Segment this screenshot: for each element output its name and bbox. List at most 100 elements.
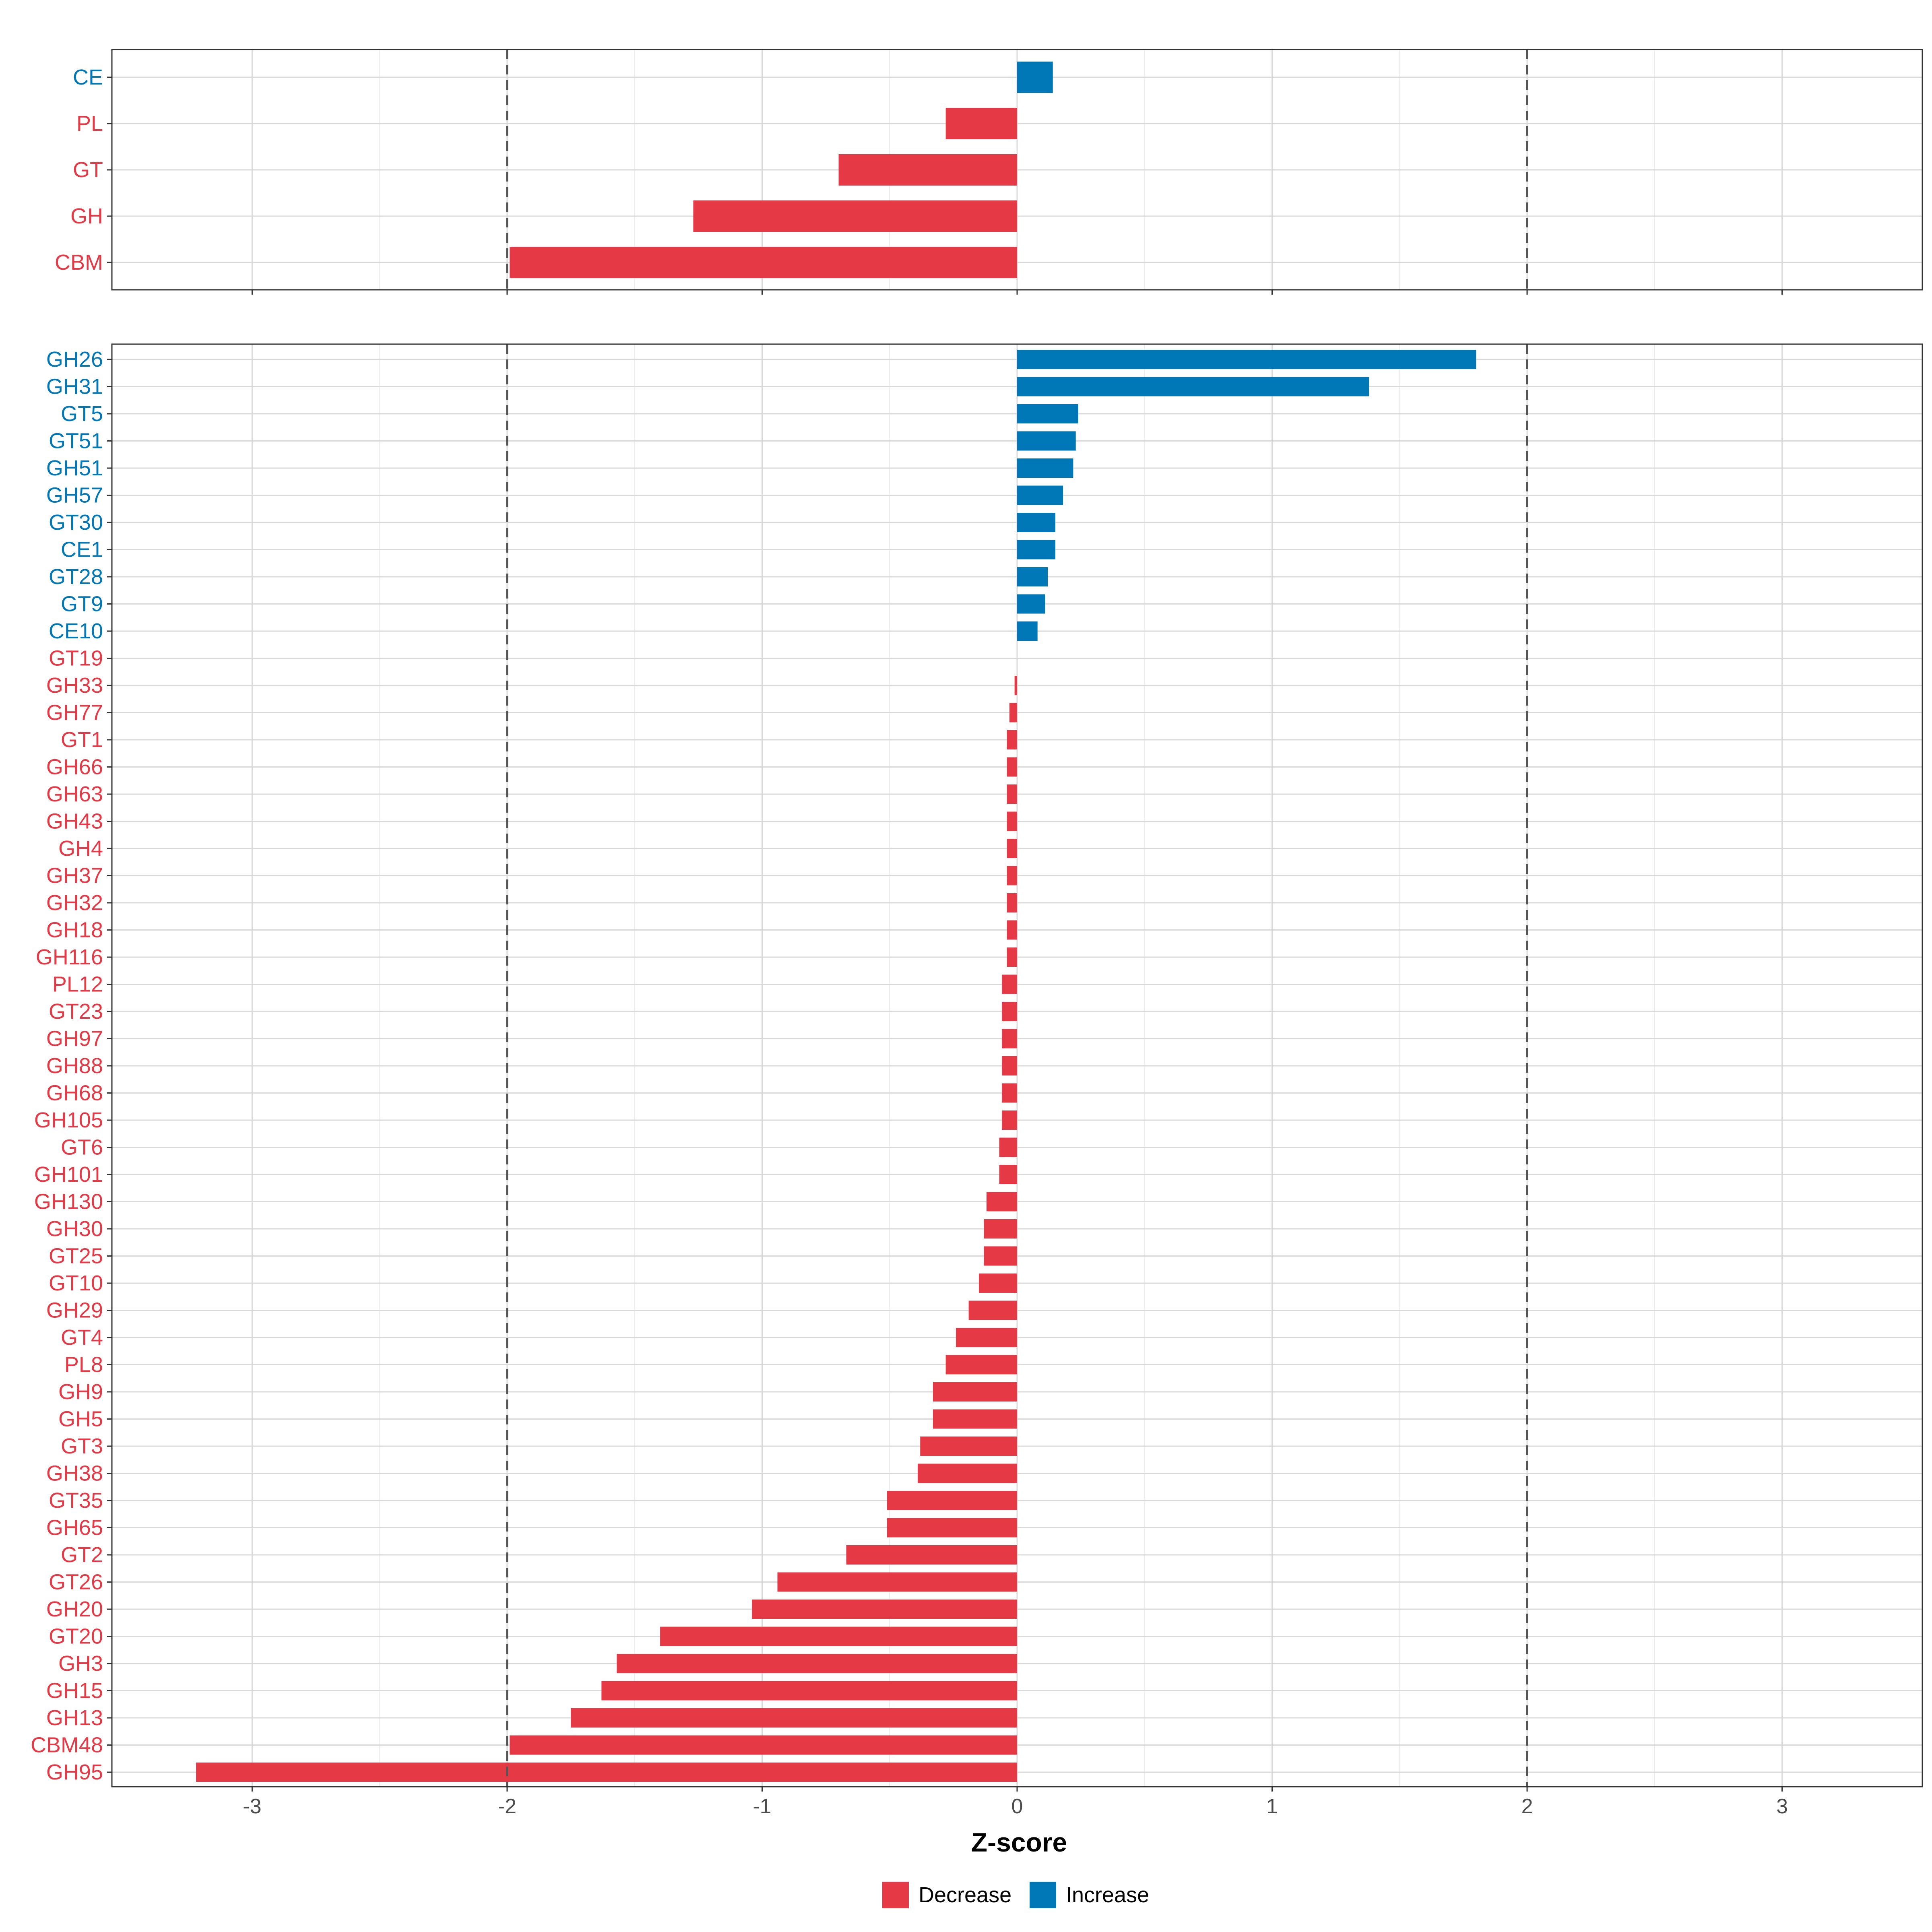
category-label: GT19 <box>49 646 103 671</box>
category-label: PL <box>76 111 103 136</box>
bar-cbm48 <box>510 1735 1017 1755</box>
bar-gh95 <box>196 1763 1017 1782</box>
category-label: GH101 <box>34 1162 103 1187</box>
category-label: GH116 <box>36 945 103 969</box>
category-label: GT25 <box>49 1244 103 1268</box>
x-axis-title: Z-score <box>971 1827 1067 1857</box>
category-label: GH18 <box>46 918 103 942</box>
x-tick-label: -3 <box>243 1795 261 1818</box>
bar-pl8 <box>945 1355 1017 1375</box>
bar-gt1 <box>1007 730 1017 749</box>
panel-class: CE PL GT GH CBM <box>55 49 1923 295</box>
category-label: GH31 <box>46 375 103 399</box>
bar-ce10 <box>1017 621 1038 641</box>
bar-gh31 <box>1017 377 1369 396</box>
category-label: GT23 <box>49 999 103 1024</box>
bar-gh9 <box>933 1382 1017 1402</box>
bar-gh18 <box>1007 920 1017 940</box>
bar-pl12 <box>1001 974 1017 994</box>
bar-gh3 <box>617 1654 1017 1673</box>
category-label: GT4 <box>61 1325 103 1350</box>
bar-gh29 <box>968 1300 1017 1320</box>
category-label: GH26 <box>46 347 103 372</box>
bar-gh63 <box>1007 784 1017 804</box>
category-label: GT6 <box>61 1135 103 1160</box>
bar-gh105 <box>1001 1110 1017 1130</box>
category-label: GH15 <box>46 1679 103 1703</box>
bar-gh77 <box>1009 703 1017 722</box>
x-tick-label: -2 <box>498 1795 516 1818</box>
bar-gh13 <box>571 1708 1017 1728</box>
bar-gh68 <box>1001 1083 1017 1103</box>
bar-gh116 <box>1007 947 1017 967</box>
x-axis: -3 -2 -1 0 1 2 3 <box>243 1795 1788 1818</box>
category-label: GH95 <box>46 1760 103 1784</box>
bar-gt35 <box>887 1491 1017 1510</box>
category-label: GT9 <box>61 592 103 616</box>
bar-gh <box>693 200 1017 232</box>
category-label: PL12 <box>52 972 103 997</box>
bar-gh30 <box>984 1219 1017 1238</box>
category-label: GH33 <box>46 673 103 698</box>
bar-gt23 <box>1001 1002 1017 1021</box>
category-label: GH30 <box>46 1217 103 1241</box>
bar-gt20 <box>660 1627 1017 1646</box>
category-label: GT20 <box>49 1624 103 1649</box>
category-label: GH37 <box>46 864 103 888</box>
bar-gh26 <box>1017 350 1476 369</box>
category-label: GT30 <box>49 510 103 535</box>
bar-gh38 <box>917 1463 1017 1483</box>
category-label: CBM <box>55 250 103 275</box>
bar-gh66 <box>1007 757 1017 777</box>
legend-label-increase: Increase <box>1066 1883 1149 1907</box>
category-label: GH57 <box>46 483 103 508</box>
category-label: GH38 <box>46 1461 103 1486</box>
legend: Decrease Increase <box>882 1882 1149 1908</box>
category-label: GH3 <box>58 1651 103 1676</box>
x-tick-label: 0 <box>1011 1795 1023 1818</box>
bar-gh33 <box>1014 676 1017 695</box>
category-label: GH65 <box>46 1516 103 1540</box>
category-label: CE <box>73 65 103 89</box>
x-tick-label: 1 <box>1266 1795 1278 1818</box>
bar-gh43 <box>1007 811 1017 831</box>
bar-gh32 <box>1007 893 1017 912</box>
bar-gh20 <box>752 1600 1017 1619</box>
category-label: GH88 <box>46 1054 103 1078</box>
bar-gt <box>838 154 1017 186</box>
category-label: GH63 <box>46 782 103 806</box>
bar-gh88 <box>1001 1056 1017 1075</box>
category-label: GH77 <box>46 701 103 725</box>
bar-gt26 <box>777 1572 1017 1592</box>
x-tick-label: 3 <box>1776 1795 1788 1818</box>
category-label: GH5 <box>58 1407 103 1431</box>
category-label: GH43 <box>46 809 103 834</box>
bar-gh37 <box>1007 866 1017 886</box>
category-label: GH97 <box>46 1027 103 1051</box>
category-label: GH29 <box>46 1298 103 1323</box>
category-label: GH20 <box>46 1597 103 1621</box>
bar-gh57 <box>1017 485 1063 505</box>
x-tick-label: -1 <box>753 1795 771 1818</box>
bar-ce <box>1017 62 1053 93</box>
category-label: GH4 <box>58 836 103 861</box>
category-label: GT1 <box>61 728 103 752</box>
category-label: CBM48 <box>31 1733 103 1757</box>
bar-gh97 <box>1001 1029 1017 1049</box>
bar-gt9 <box>1017 594 1045 614</box>
bar-gt51 <box>1017 431 1076 451</box>
category-label: GT2 <box>61 1543 103 1567</box>
category-label: GT3 <box>61 1434 103 1458</box>
legend-label-decrease: Decrease <box>919 1883 1011 1907</box>
bar-gt25 <box>984 1246 1017 1266</box>
category-label: GH105 <box>34 1108 103 1132</box>
bar-gh51 <box>1017 458 1073 478</box>
bar-gh65 <box>887 1518 1017 1538</box>
bar-gh5 <box>933 1409 1017 1429</box>
category-label: GH32 <box>46 891 103 915</box>
category-label: CE10 <box>49 619 103 643</box>
category-label: GH66 <box>46 755 103 779</box>
category-label: GH <box>70 204 103 228</box>
legend-swatch-decrease <box>882 1882 909 1908</box>
